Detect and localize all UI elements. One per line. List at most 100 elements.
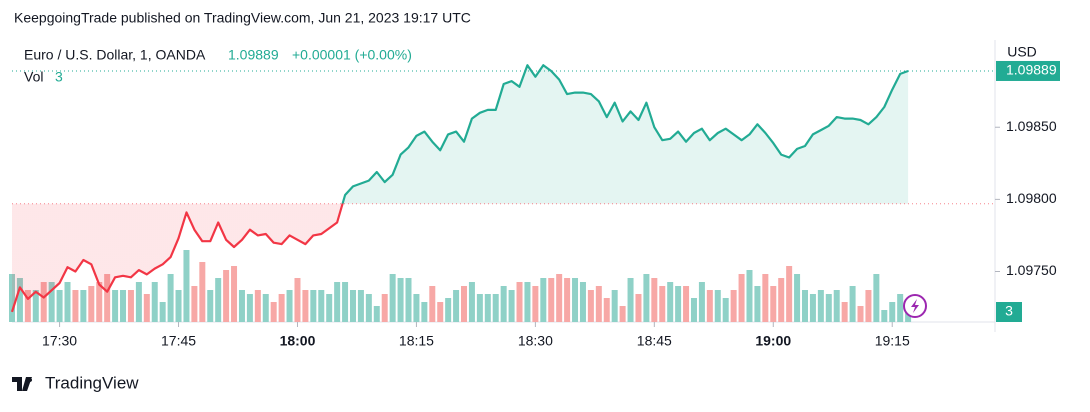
y-tick-label: 1.09800 (1006, 190, 1057, 206)
volume-bar (738, 274, 745, 322)
volume-bar (905, 310, 912, 322)
volume-bar (88, 286, 95, 322)
volume-bar (468, 282, 475, 322)
volume-badge (996, 302, 1022, 322)
currency: USD (1007, 44, 1037, 60)
volume-bar (40, 282, 47, 322)
volume-bar (873, 274, 880, 322)
volume-bar (730, 290, 737, 322)
volume-bar (524, 282, 531, 322)
volume-bar (437, 302, 444, 322)
volume-bar (143, 294, 150, 322)
volume-bar (540, 278, 547, 322)
volume-bar (714, 290, 721, 322)
volume-bar (461, 286, 468, 322)
volume-bar (24, 290, 31, 322)
lightning (911, 299, 919, 313)
volume-bar (262, 294, 269, 322)
volume-bar (548, 278, 555, 322)
volume-bar (381, 294, 388, 322)
volume-bar (389, 274, 396, 322)
volume-bar (405, 278, 412, 322)
volume-bar (286, 290, 293, 322)
volume-bar (754, 286, 761, 322)
volume-bar (32, 290, 39, 322)
volume-bar (294, 278, 301, 322)
volume-bar (778, 278, 785, 322)
x-tick-label: 19:15 (875, 333, 910, 349)
x-tick-label: 18:15 (399, 333, 434, 349)
volume-bar (817, 290, 824, 322)
volume-bar (215, 278, 222, 322)
volume-bar (595, 286, 602, 322)
volume-bar (56, 290, 63, 322)
volume-bar (492, 294, 499, 322)
volume-bar (231, 266, 238, 322)
volume-bar (72, 290, 79, 322)
volume-bar (556, 274, 563, 322)
volume-bar (809, 294, 816, 322)
volume-bar (80, 290, 87, 322)
volume-bar (349, 290, 356, 322)
volume-bar (627, 278, 634, 322)
volume-bar (357, 290, 364, 322)
volume-bar (675, 286, 682, 322)
volume-bar (135, 282, 142, 322)
volume-bar (889, 302, 896, 322)
price-badge (996, 60, 1060, 81)
volume-bar (706, 290, 713, 322)
volume-bar (603, 298, 610, 322)
volume-bar (64, 282, 71, 322)
volume-bar (762, 274, 769, 322)
volume-bar (659, 286, 666, 322)
volume-bar (207, 290, 214, 322)
volume-bar (579, 282, 586, 322)
volume-bar (16, 278, 23, 322)
volume-bar (413, 294, 420, 322)
volume-bar (476, 294, 483, 322)
volume-bar (619, 306, 626, 322)
volume-bar (342, 282, 349, 322)
brand: TradingView (45, 373, 139, 392)
volume-bar (421, 302, 428, 322)
volume-bar (643, 274, 650, 322)
volume-bar (786, 266, 793, 322)
volume-bar (698, 282, 705, 322)
volume-bar (159, 302, 166, 322)
volume-bar (334, 282, 341, 322)
volume-bar (326, 294, 333, 322)
y-tick-label: 1.09850 (1006, 118, 1057, 134)
volume-bar (112, 290, 119, 322)
volume-bar (397, 278, 404, 322)
volume-bar (104, 274, 111, 322)
volume-bar (516, 282, 523, 322)
volume-bar (690, 298, 697, 322)
volume-bar (841, 302, 848, 322)
volume-bar (897, 294, 904, 322)
volume-bar (857, 306, 864, 322)
volume-bar (722, 298, 729, 322)
volume-bar (199, 262, 206, 322)
volume-bar (246, 294, 253, 322)
volume-bar (572, 278, 579, 322)
volume-bar (587, 290, 594, 322)
volume-bar (564, 278, 571, 322)
volume-bar (445, 298, 452, 322)
volume-bar (611, 290, 618, 322)
volume-bar (802, 290, 808, 322)
volume-bar (278, 294, 285, 322)
volume-bar (484, 294, 491, 322)
volume-bar (302, 290, 309, 322)
volume-bar (270, 302, 277, 322)
x-tick-label: 19:00 (755, 333, 791, 349)
last-volume: 3 (55, 69, 63, 85)
area-fill (12, 65, 909, 312)
volume-bar (532, 286, 539, 322)
volume-badge-label: 3 (1005, 303, 1013, 319)
volume-bar (833, 290, 840, 322)
volume-bar (865, 290, 872, 322)
volume-bar (318, 290, 325, 322)
volume-bar (667, 282, 674, 322)
x-tick-label: 18:00 (280, 333, 316, 349)
